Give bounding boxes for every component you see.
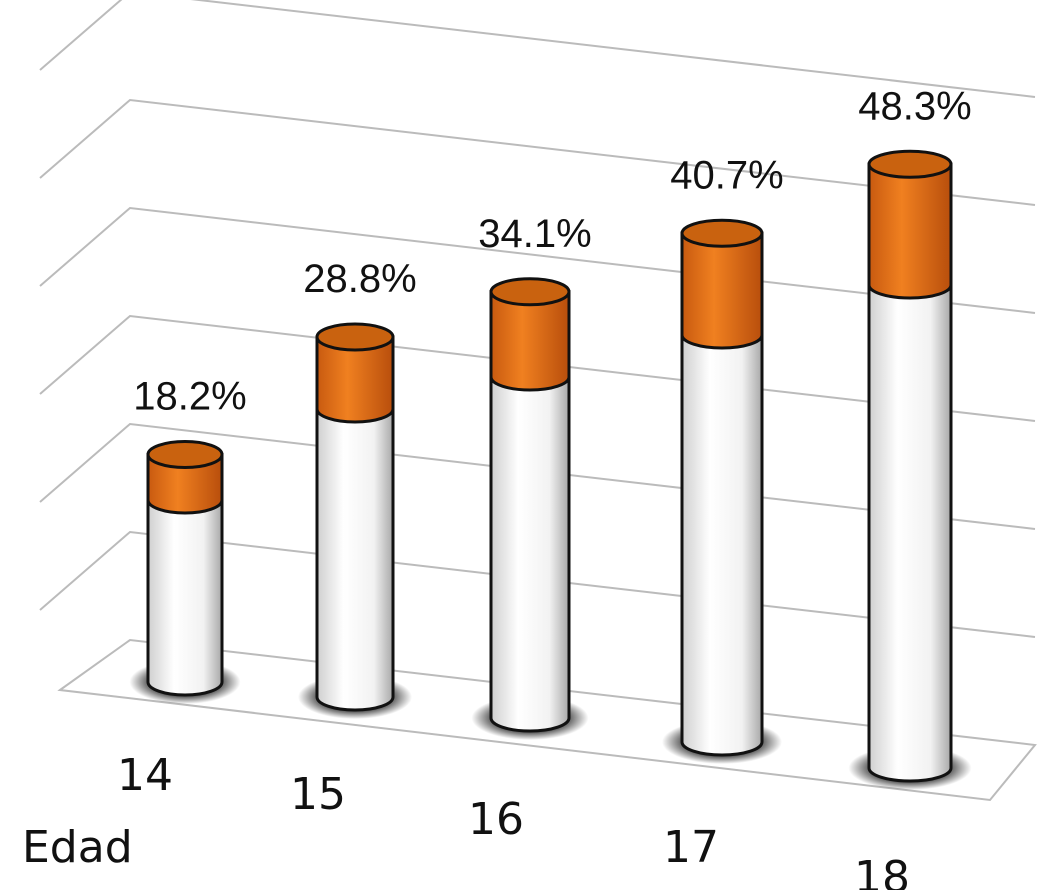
value-label: 34.1%: [478, 212, 591, 256]
bar-top: [680, 218, 764, 248]
bar: [489, 290, 571, 733]
cigarette: 40.7% 17: [662, 153, 784, 873]
bar-top: [315, 322, 395, 352]
value-label: 40.7%: [670, 153, 783, 197]
value-label: 48.3%: [858, 84, 971, 128]
bar-cap: [146, 453, 224, 515]
grid-line: [39, 0, 1036, 98]
bar-top: [489, 277, 571, 307]
grid-line: [39, 98, 1036, 206]
x-axis-label: Edad: [22, 822, 133, 873]
x-tick-label: 14: [117, 750, 173, 801]
x-tick-label: 15: [290, 769, 346, 820]
bar: [146, 453, 224, 697]
cigarette: 18.2% 14: [117, 375, 247, 802]
cigarette: 34.1% 16: [468, 212, 592, 845]
bars: 18.2% 14 28.8% 15 34.1% 16 40.7% 17 48.3% 18: [117, 84, 972, 890]
cigarette: 28.8% 15: [290, 257, 417, 820]
bar-top: [867, 149, 953, 179]
x-tick-label: 18: [854, 852, 910, 890]
x-tick-label: 17: [663, 822, 719, 873]
bar: [680, 231, 764, 757]
bar: [867, 162, 953, 783]
bar: [315, 335, 395, 712]
value-label: 18.2%: [133, 375, 246, 419]
value-label: 28.8%: [303, 257, 416, 301]
bar-cap: [867, 162, 953, 300]
x-tick-label: 16: [468, 794, 524, 845]
bar-cap: [680, 231, 764, 350]
bar-cap: [489, 290, 571, 392]
bar-top: [146, 440, 224, 469]
floor: [57, 638, 1037, 802]
bar-cap: [315, 335, 395, 424]
cigarette: 48.3% 18: [848, 84, 972, 890]
